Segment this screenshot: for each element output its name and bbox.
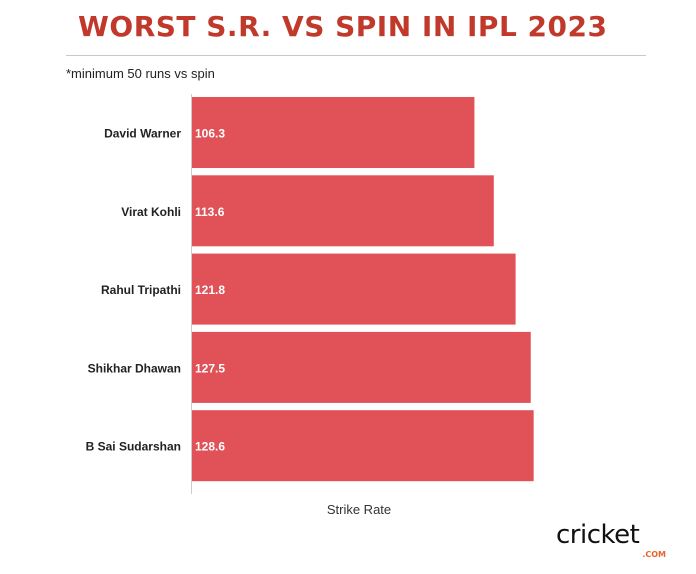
bar <box>192 97 475 168</box>
data-label: 127.5 <box>195 361 225 375</box>
logo-wordmark: cricket <box>556 520 640 550</box>
category-label: Shikhar Dhawan <box>88 361 181 375</box>
category-label: Virat Kohli <box>121 205 181 219</box>
logo-suffix: .COM <box>642 550 666 559</box>
bar <box>192 175 494 247</box>
data-label: 113.6 <box>195 205 225 219</box>
data-label: 106.3 <box>195 127 225 141</box>
bar <box>192 410 534 482</box>
bar <box>192 253 516 325</box>
bar <box>192 331 531 403</box>
chart-footnote: *minimum 50 runs vs spin <box>66 66 215 81</box>
x-axis-label: Strike Rate <box>327 502 391 517</box>
data-label: 128.6 <box>195 440 225 454</box>
title-divider <box>66 55 646 56</box>
category-label: B Sai Sudarshan <box>86 440 181 454</box>
data-label: 121.8 <box>195 283 225 297</box>
chart-title: WORST S.R. VS SPIN IN IPL 2023 <box>78 10 608 43</box>
cricket-com-logo: cricket .COM <box>556 520 668 560</box>
category-label: David Warner <box>104 127 181 141</box>
category-label: Rahul Tripathi <box>101 283 181 297</box>
